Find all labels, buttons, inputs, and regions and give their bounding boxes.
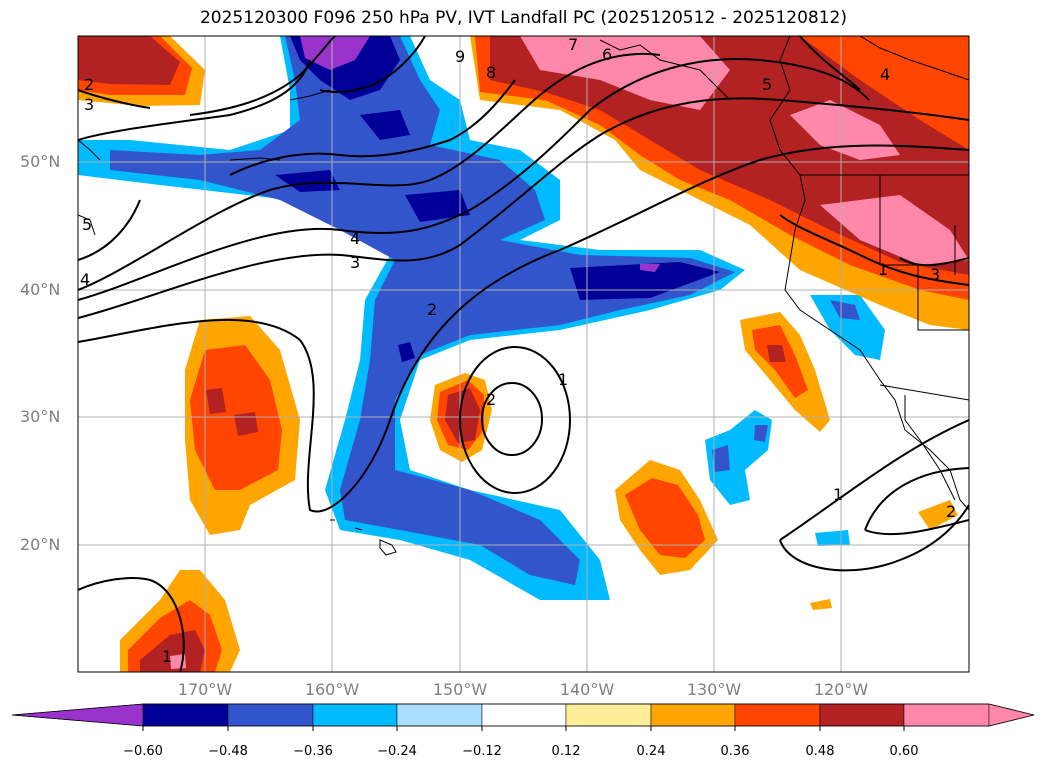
colorbar-tick-label: −0.24 [377,744,417,759]
contour-label: 3 [84,95,94,114]
contour-label: 1 [878,260,888,279]
lat-label: 20°N [20,535,61,554]
ivt-contours [78,36,969,672]
lon-label: 150°W [432,680,488,699]
contour-label: 9 [455,47,465,66]
map-area: 2 3 4 5 6 7 8 9 4 3 2 1 2 1 1 2 1 5 4 3 [78,35,969,672]
contour-label: 8 [486,63,496,82]
colorbar-extend-low [11,703,144,727]
lon-label: 160°W [304,680,360,699]
coastlines [78,36,969,556]
colorbar-tick-label: 0.48 [805,744,835,759]
contour-label: 5 [82,215,92,234]
colorbar-tick-label: 0.36 [720,744,750,759]
colorbar-tick-label: −0.60 [123,744,163,759]
contour-label: 4 [880,65,890,84]
contour-label: 2 [946,502,956,521]
colorbar-tick-label: 0.12 [551,744,581,759]
map-frame [77,35,970,673]
contour-label: 2 [486,390,496,409]
colorbar-tick-label: 0.60 [889,744,919,759]
contour-label: 5 [762,75,772,94]
colorbar-tick-label: −0.48 [208,744,248,759]
lon-label: 120°W [813,680,869,699]
gridlines [78,36,969,672]
contour-labels: 2 3 4 5 6 7 8 9 4 3 2 1 2 1 1 2 1 5 4 3 [80,35,956,666]
map-title: 2025120300 F096 250 hPa PV, IVT Landfall… [199,8,847,28]
contour-label: 7 [568,35,578,54]
contour-label: 1 [558,370,568,389]
negative-pv-shading [78,36,968,600]
lat-label: 30°N [20,407,61,426]
contour-label: 3 [350,253,360,272]
colorbar [11,703,1035,731]
lat-label: 40°N [20,280,61,299]
colorbar-tick-label: −0.36 [293,744,333,759]
lon-label: 130°W [686,680,742,699]
lat-label: 50°N [20,152,61,171]
colorbar-extend-high [988,703,1035,727]
lon-label: 140°W [559,680,615,699]
contour-label: 1 [833,485,843,504]
contour-label: 3 [930,265,940,284]
colorbar-tick-label: −0.12 [462,744,502,759]
contour-label: 2 [84,75,94,94]
lon-label: 170°W [177,680,233,699]
contour-label: 2 [427,300,437,319]
contour-label: 4 [350,229,360,248]
contour-label: 6 [602,45,612,64]
colorbar-tick-label: 0.24 [636,744,666,759]
contour-label: 1 [162,647,172,666]
contour-label: 4 [80,270,90,289]
